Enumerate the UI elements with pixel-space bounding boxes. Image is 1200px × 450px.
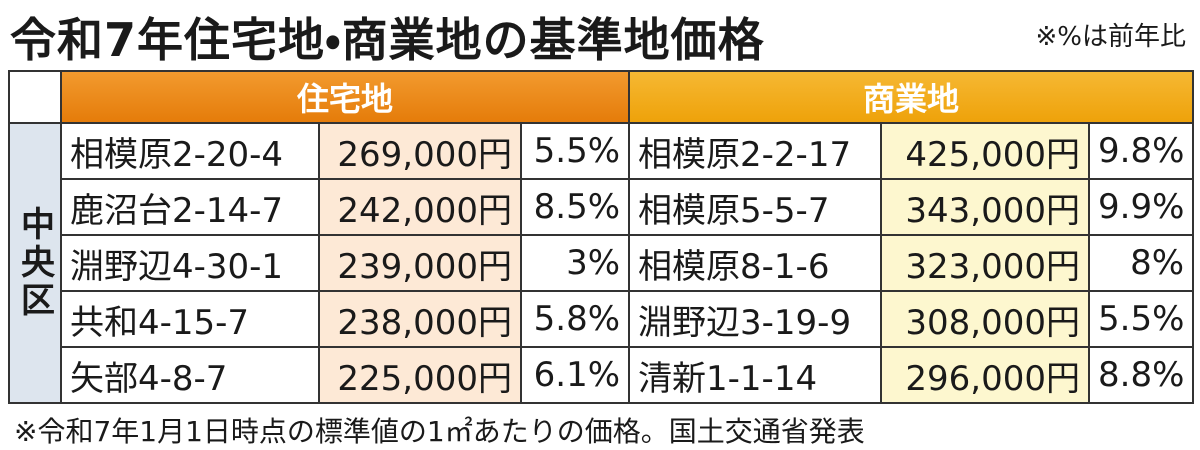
district-cell: 中央区 xyxy=(8,122,62,404)
price-cell: 343,000円 xyxy=(880,178,1091,236)
price-cell: 296,000円 xyxy=(880,346,1091,404)
table-row: 矢部4-8-7 225,000円 6.1% 清新1-1-14 296,000円 8.8% xyxy=(9,346,1195,404)
price-cell: 323,000円 xyxy=(880,234,1091,292)
table-row: 共和4-15-7 238,000円 5.8% 淵野辺3-19-9 308,000円 5.5… xyxy=(9,290,1195,348)
address-cell: 清新1-1-14 xyxy=(628,346,883,404)
price-cell: 239,000円 xyxy=(318,234,522,292)
address-cell: 相模原2-2-17 xyxy=(628,122,883,180)
header-row: 住宅地 商業地 xyxy=(8,70,1195,124)
change-cell: 8.8% xyxy=(1088,346,1195,404)
header-cell: 住宅地 xyxy=(59,70,631,124)
price-cell: 225,000円 xyxy=(318,346,522,404)
title: 令和7年住宅地・商業地の基準地価格 xyxy=(10,13,765,67)
change-cell: 6.1% xyxy=(519,346,631,404)
header-cell: 商業地 xyxy=(628,70,1195,124)
address-cell: 淵野辺3-19-9 xyxy=(628,290,883,348)
address-cell: 共和4-15-7 xyxy=(60,290,320,348)
table-row: 中央区 相模原2-20-4 269,000円 5.5% 相模原2-2-17 425,000… xyxy=(8,122,1195,404)
note: ※%は前年比 xyxy=(1035,22,1187,52)
price-cell: 238,000円 xyxy=(318,290,522,348)
price-table: 住宅地 商業地 中央区 相模原2-20-4 269,000円 5.5% 相模原2-2-1… xyxy=(8,70,1195,404)
table-row: 鹿沼台2-14-7 242,000円 8.5% 相模原5-5-7 343,000円 9.9… xyxy=(9,178,1195,236)
address-cell: 淵野辺4-30-1 xyxy=(60,234,320,292)
price-cell: 242,000円 xyxy=(318,178,522,236)
change-cell: 5.5% xyxy=(519,122,631,180)
change-cell: 9.8% xyxy=(1088,122,1195,180)
corner-cell xyxy=(8,70,62,124)
change-cell: 5.5% xyxy=(1088,290,1195,348)
address-cell: 相模原8-1-6 xyxy=(628,234,883,292)
price-cell: 425,000円 xyxy=(880,122,1091,180)
change-cell: 9.9% xyxy=(1088,178,1195,236)
table-row: 淵野辺4-30-1 239,000円 3% 相模原8-1-6 323,000円 8% xyxy=(9,234,1195,292)
address-cell: 矢部4-8-7 xyxy=(60,346,320,404)
address-cell: 相模原5-5-7 xyxy=(628,178,883,236)
footer-note: ※令和7年1月1日時点の標準値の1㎡あたりの価格。国土交通省発表 xyxy=(14,415,865,448)
address-cell: 相模原2-20-4 xyxy=(60,122,320,180)
change-cell: 5.8% xyxy=(519,290,631,348)
change-cell: 3% xyxy=(519,234,631,292)
change-cell: 8% xyxy=(1088,234,1195,292)
price-cell: 269,000円 xyxy=(318,122,522,180)
change-cell: 8.5% xyxy=(519,178,631,236)
table-body: 中央区 相模原2-20-4 269,000円 5.5% 相模原2-2-17 425,000… xyxy=(8,122,1195,404)
price-cell: 308,000円 xyxy=(880,290,1091,348)
address-cell: 鹿沼台2-14-7 xyxy=(60,178,320,236)
